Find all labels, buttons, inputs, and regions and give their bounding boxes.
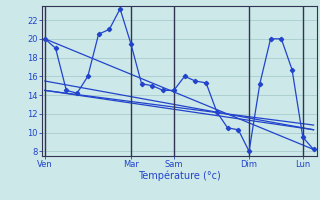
X-axis label: Température (°c): Température (°c) <box>138 171 220 181</box>
